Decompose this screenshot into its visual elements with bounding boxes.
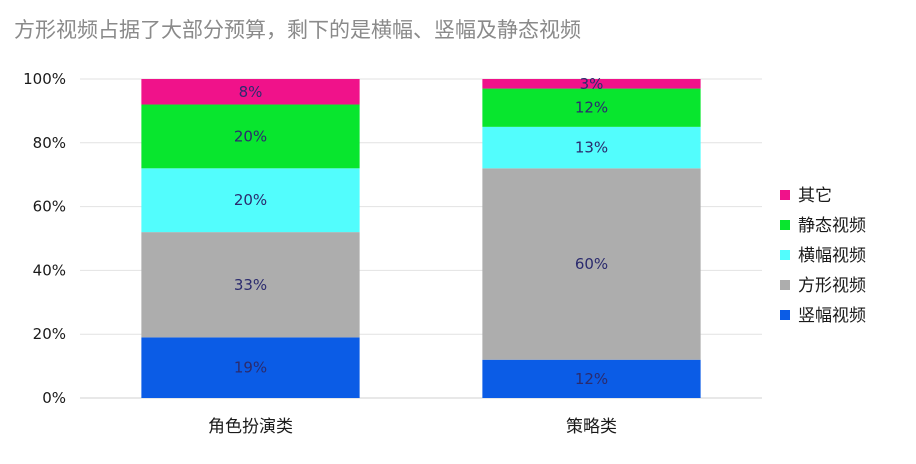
data-label: 12%: [575, 99, 608, 117]
legend-label: 竖幅视频: [798, 306, 866, 326]
bar-segment: [482, 126, 701, 169]
category-label: 角色扮演类: [208, 417, 293, 437]
legend-label: 方形视频: [798, 276, 866, 296]
legend-swatch: [780, 250, 790, 260]
y-tick-label: 0%: [42, 389, 66, 407]
y-tick-label: 100%: [23, 70, 66, 88]
data-label: 12%: [575, 370, 608, 388]
bar-segment: [482, 88, 701, 127]
legend-swatch: [780, 220, 790, 230]
data-label: 19%: [234, 359, 267, 377]
x-axis-categories: 角色扮演类 策略类: [208, 417, 617, 437]
legend-swatch: [780, 280, 790, 290]
bar-segment: [482, 79, 701, 89]
bar-segment: [141, 337, 360, 398]
data-label: 13%: [575, 139, 608, 157]
chart-title: 方形视频占据了大部分预算，剩下的是横幅、竖幅及静态视频: [14, 18, 581, 42]
y-tick-label: 20%: [33, 325, 66, 343]
bar-segment: [141, 104, 360, 169]
bar-segment: [482, 168, 701, 360]
data-label: 20%: [234, 127, 267, 145]
category-label: 策略类: [566, 417, 617, 437]
legend-label: 其它: [798, 186, 832, 206]
y-tick-label: 60%: [33, 198, 66, 216]
data-label: 20%: [234, 191, 267, 209]
legend-label: 横幅视频: [798, 246, 866, 266]
bar-segment: [141, 232, 360, 338]
data-label: 3%: [580, 75, 604, 93]
bar-segment: [141, 168, 360, 233]
bar-segment: [141, 79, 360, 105]
y-axis-ticks: 0% 20% 40% 60% 80% 100%: [23, 70, 66, 407]
legend-label: 静态视频: [798, 216, 866, 236]
data-label: 60%: [575, 255, 608, 273]
y-tick-label: 40%: [33, 261, 66, 279]
y-tick-label: 80%: [33, 134, 66, 152]
data-label: 33%: [234, 276, 267, 294]
legend-swatch: [780, 310, 790, 320]
bars: [141, 79, 701, 398]
data-label: 8%: [239, 83, 263, 101]
legend-swatch: [780, 190, 790, 200]
bar-segment: [482, 359, 701, 398]
data-labels: 19% 33% 20% 20% 8% 12% 60% 13% 12% 3%: [234, 75, 608, 388]
